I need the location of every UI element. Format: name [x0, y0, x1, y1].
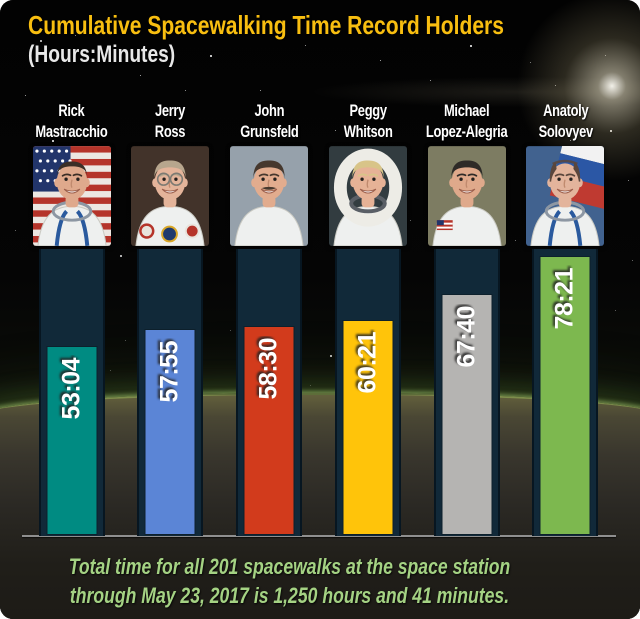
value-label: 58:30 [254, 338, 283, 400]
astronaut-column: Anatoly Solovyev 78:21 [517, 100, 614, 536]
astronaut-column: John Grunsfeld 58:30 [221, 100, 318, 536]
astronaut-column: Peggy Whitson 60:21 [319, 100, 416, 536]
value-bar: 78:21 [540, 257, 590, 534]
astronaut-name-text: John Grunsfeld [239, 101, 299, 141]
units-subtitle-text: (Hours:Minutes) [28, 41, 176, 68]
chart-footer: Total time for all 201 spacewalks at the… [0, 552, 640, 610]
astronaut-name: Michael Lopez-Alegria [413, 100, 520, 142]
value-label: 53:04 [57, 358, 85, 420]
astronaut-portrait-photo [32, 146, 111, 246]
astronaut-portrait-photo [427, 146, 506, 246]
units-subtitle: (Hours:Minutes) [28, 40, 498, 70]
value-bar: 58:30 [244, 327, 294, 534]
value-label: 57:55 [155, 341, 184, 403]
astronaut-portrait-photo [131, 146, 210, 246]
astronaut-name-text: Peggy Whitson [343, 101, 393, 141]
astronaut-portrait-photo [230, 146, 309, 246]
bar-track: 78:21 [532, 249, 599, 536]
page-title: Cumulative Spacewalking Time Record Hold… [28, 10, 504, 40]
axis-baseline [22, 535, 616, 537]
astronaut-name-text: Anatoly Solovyev [538, 101, 593, 141]
bar-track: 67:40 [433, 249, 500, 536]
page-title-text: Cumulative Spacewalking Time Record Hold… [28, 10, 504, 40]
chart-columns: Rick Mastracchio 53:04 Jerry Ross 57:55 John… [23, 100, 614, 536]
astronaut-column: Jerry Ross 57:55 [122, 100, 219, 536]
astronaut-name-text: Michael Lopez-Alegria [425, 101, 508, 141]
astronaut-portrait-photo [328, 146, 407, 246]
astronaut-name: Anatoly Solovyev [530, 100, 601, 142]
value-bar: 67:40 [442, 295, 492, 534]
bar-track: 60:21 [334, 249, 401, 536]
astronaut-column: Michael Lopez-Alegria 67:40 [418, 100, 515, 536]
astronaut-column: Rick Mastracchio 53:04 [23, 100, 120, 536]
bar-track: 53:04 [38, 249, 105, 536]
astronaut-name: Peggy Whitson [336, 100, 400, 142]
astronaut-name: Rick Mastracchio [24, 100, 119, 142]
value-bar: 57:55 [145, 330, 195, 534]
value-bar: 53:04 [47, 347, 96, 534]
value-bar: 60:21 [343, 321, 393, 534]
footer-note: Total time for all 201 spacewalks at the… [68, 554, 511, 608]
astronaut-name: John Grunsfeld [231, 100, 308, 142]
bar-track: 57:55 [137, 249, 204, 536]
astronaut-name: Jerry Ross [150, 100, 190, 142]
astronaut-portrait-photo [526, 146, 605, 246]
value-label: 67:40 [452, 306, 481, 368]
value-label: 60:21 [353, 332, 382, 394]
bar-track: 58:30 [236, 249, 303, 536]
value-label: 78:21 [550, 268, 579, 330]
astronaut-name-text: Jerry Ross [155, 101, 186, 141]
chart-header: Cumulative Spacewalking Time Record Hold… [28, 10, 616, 70]
astronaut-name-text: Rick Mastracchio [35, 101, 108, 141]
